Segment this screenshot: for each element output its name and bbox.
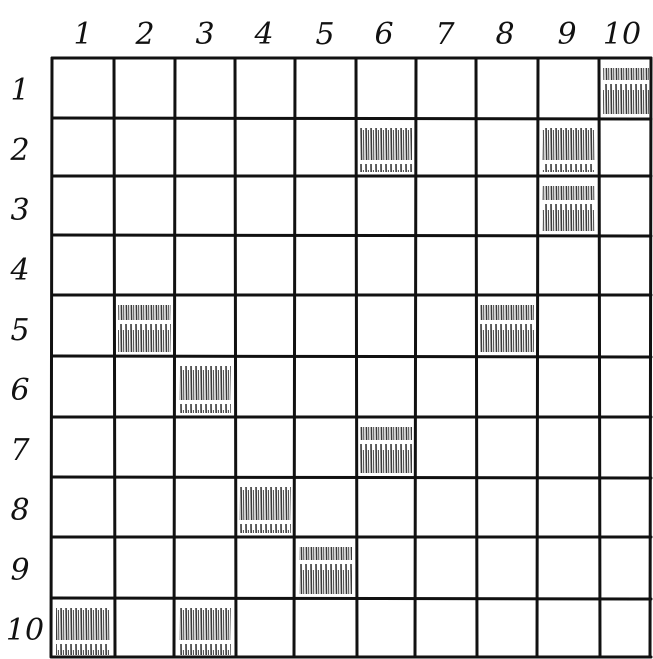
horizontal-grid-line [50,354,653,359]
column-label: 4 [253,17,273,52]
horizontal-grid-line [50,475,653,480]
row-label: 3 [10,193,29,228]
row-label: 8 [10,493,29,528]
shaded-cell-r5-c2 [118,305,171,352]
shaded-cells [56,68,649,655]
horizontal-grid-line [50,116,653,121]
shaded-cell-r10-c1 [56,608,110,655]
shaded-cell-r3-c9 [542,186,595,231]
shaded-cell-r2-c6 [360,128,412,172]
row-label: 4 [9,253,29,288]
row-label: 2 [9,133,29,168]
column-labels: 1 2 3 4 5 6 7 8 9 10 [73,17,641,52]
shaded-cell-r9-c5 [299,547,352,594]
column-label: 8 [495,17,514,52]
column-label: 3 [195,17,214,52]
column-label: 1 [73,17,92,52]
grid-lines [49,56,653,659]
column-label: 9 [557,17,576,52]
row-label: 1 [10,73,29,108]
shaded-cell-r6-c3 [179,366,231,413]
horizontal-grid-line [50,596,653,601]
shaded-cell-r7-c6 [360,427,412,473]
row-label: 10 [6,613,44,648]
row-label: 6 [10,373,29,408]
shaded-cell-r10-c3 [179,608,231,655]
column-label: 5 [315,17,334,52]
row-label: 7 [10,433,30,468]
column-label: 10 [603,17,641,52]
shaded-cell-r1-c10 [603,68,649,114]
row-label: 9 [10,553,29,588]
horizontal-grid-line [50,233,653,238]
vertical-grid-line [49,56,54,659]
column-label: 2 [134,17,154,52]
shaded-cell-r5-c8 [480,305,534,352]
shaded-cell-r2-c9 [542,128,595,172]
column-label: 7 [435,17,455,52]
column-label: 6 [374,17,393,52]
row-labels: 1 2 3 4 5 6 7 8 9 10 [6,73,44,648]
row-label: 5 [10,313,29,348]
shaded-cell-r8-c4 [239,487,291,533]
